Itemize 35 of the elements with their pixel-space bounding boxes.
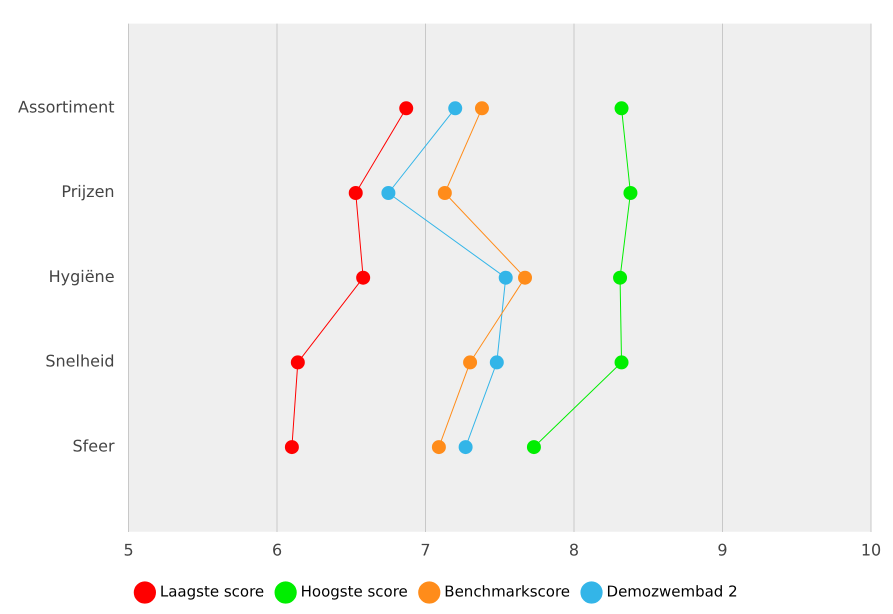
x-tick-label: 8: [568, 540, 580, 560]
x-tick-label: 10: [860, 540, 882, 560]
point: [448, 101, 462, 116]
point: [290, 355, 305, 370]
point: [526, 440, 541, 454]
point: [399, 101, 414, 116]
point: [381, 186, 396, 200]
point: [458, 440, 473, 454]
y-tick-label: Sfeer: [72, 436, 115, 456]
point: [614, 355, 629, 370]
point: [348, 186, 363, 200]
point: [474, 101, 489, 116]
legend-label: Hoogste score: [300, 582, 408, 600]
point: [613, 270, 628, 285]
y-tick-label: Hygiëne: [48, 266, 115, 286]
legend-label: Demozwembad 2: [606, 582, 738, 600]
point: [463, 355, 478, 370]
y-tick-label: Prijzen: [61, 182, 115, 202]
x-tick-label: 5: [123, 540, 134, 560]
point: [623, 186, 638, 200]
point: [356, 270, 370, 285]
point: [284, 440, 299, 454]
point: [490, 355, 504, 370]
legend-label: Laagste score: [160, 582, 264, 600]
x-tick-label: 7: [420, 540, 431, 560]
point: [438, 186, 452, 200]
y-tick-label: Snelheid: [45, 352, 115, 371]
x-tick-label: 9: [717, 540, 728, 560]
point: [498, 270, 513, 285]
point: [432, 440, 446, 454]
x-tick-label: 6: [272, 540, 282, 560]
y-tick-label: Assortiment: [18, 97, 115, 116]
legend-label: Benchmarkscore: [444, 582, 570, 600]
point: [518, 270, 532, 285]
point: [614, 101, 629, 116]
